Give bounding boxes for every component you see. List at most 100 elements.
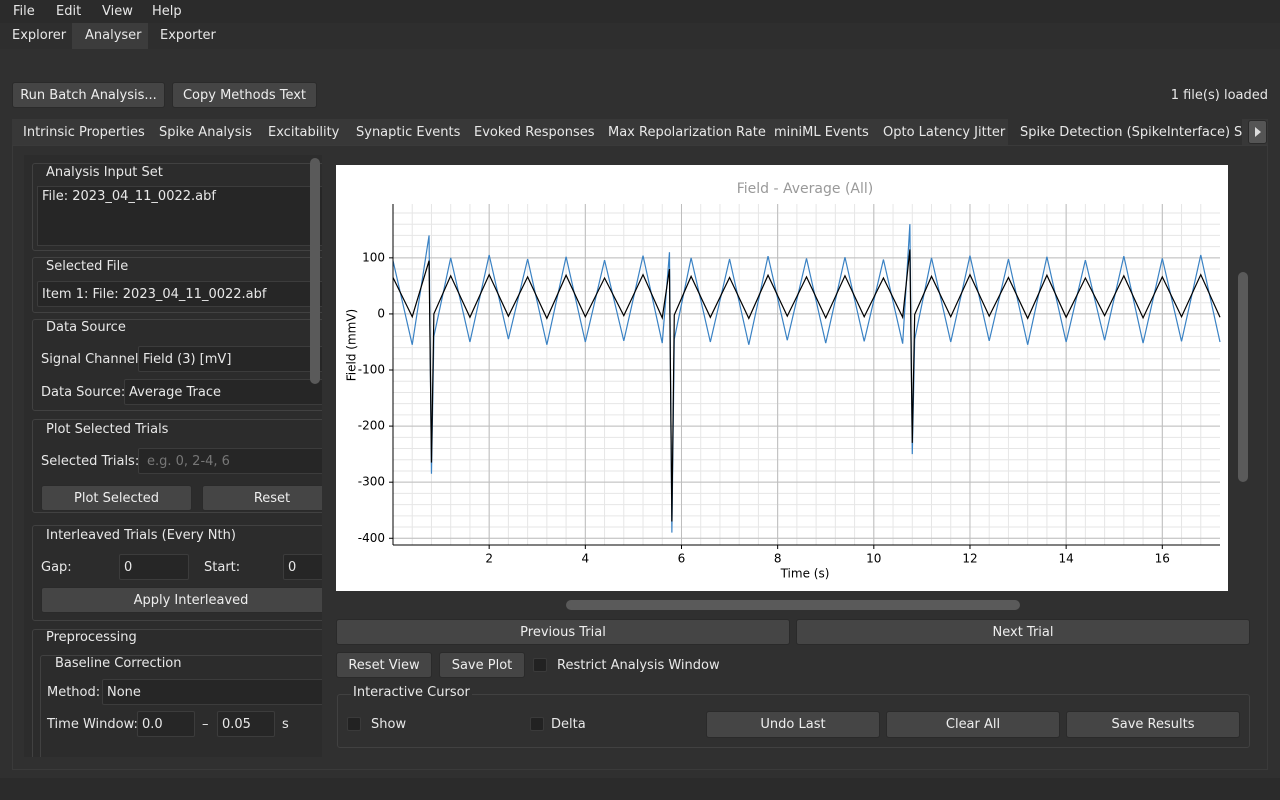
unit-label: s	[282, 717, 289, 732]
clear-all-button[interactable]: Clear All	[886, 711, 1060, 738]
delta-checkbox[interactable]	[530, 717, 544, 731]
plot-h-scrollbar[interactable]	[566, 600, 1020, 610]
x-tick-label: 4	[582, 552, 590, 566]
y-tick-label: -400	[358, 531, 385, 545]
show-checkbox[interactable]	[347, 717, 361, 731]
checkbox-label: Delta	[551, 717, 586, 732]
field-label: Signal Channel:	[41, 352, 143, 367]
menu-edit[interactable]: Edit	[56, 4, 82, 19]
x-axis-label: Time (s)	[780, 567, 830, 581]
y-tick-label: 0	[377, 306, 385, 320]
field-label: Gap:	[41, 560, 72, 575]
selected-file-field[interactable]: Item 1: File: 2023_04_11_0022.abf	[37, 281, 322, 307]
field-label: Start:	[204, 560, 241, 575]
plot-area: Field - Average (All) Time (s) Field (mm…	[336, 165, 1228, 591]
analysis-tab[interactable]: Max Repolarization Rate	[608, 124, 766, 140]
list-item[interactable]: File: 2023_04_11_0022.abf	[42, 189, 216, 204]
field-label: Time Window:	[47, 717, 138, 732]
preprocessing-group	[32, 629, 322, 757]
reset-view-button[interactable]: Reset View	[336, 652, 432, 678]
analysis-tab-active[interactable]: Spike Detection (SpikeInterface)	[1008, 119, 1243, 146]
x-tick-label: 10	[866, 552, 881, 566]
tab-analyser[interactable]: Analyser	[85, 28, 142, 43]
data-source-group	[32, 319, 322, 411]
menu-view[interactable]: View	[102, 4, 133, 19]
analysis-tab[interactable]: Opto Latency Jitter	[883, 124, 1006, 140]
group-title: Interactive Cursor	[351, 685, 472, 700]
plot-v-scrollbar[interactable]	[1238, 272, 1248, 482]
analysis-tab[interactable]: Synaptic Events	[356, 124, 461, 140]
analysis-tab[interactable]: Evoked Responses	[474, 124, 595, 140]
run-batch-button[interactable]: Run Batch Analysis...	[12, 82, 165, 108]
analysis-tab[interactable]: Intrinsic Properties	[23, 124, 145, 140]
input-set-group	[32, 163, 322, 251]
save-results-button[interactable]: Save Results	[1066, 711, 1240, 738]
reset-button[interactable]: Reset	[202, 485, 322, 511]
analysis-tab[interactable]: Excitability	[268, 124, 340, 140]
gap-spinbox[interactable]: 0	[119, 554, 189, 580]
x-tick-label: 16	[1155, 552, 1170, 566]
checkbox-label: Show	[371, 717, 407, 732]
method-select[interactable]: None	[102, 679, 322, 705]
undo-last-button[interactable]: Undo Last	[706, 711, 880, 738]
tab-explorer[interactable]: Explorer	[12, 28, 67, 43]
x-tick-label: 6	[678, 552, 686, 566]
analysis-tab[interactable]: S	[1234, 124, 1243, 140]
tab-exporter[interactable]: Exporter	[160, 28, 216, 43]
trace-line	[392, 249, 1221, 522]
window-end-input[interactable]: 0.05	[217, 711, 275, 737]
previous-trial-button[interactable]: Previous Trial	[336, 619, 790, 645]
x-tick-label: 12	[962, 552, 977, 566]
main-tab-bar: Explorer Analyser Exporter	[0, 23, 1280, 49]
data-source-select[interactable]: Average Trace	[124, 379, 322, 405]
left-panel: Analysis Input Set File: 2023_04_11_0022…	[24, 155, 322, 757]
group-title: Analysis Input Set	[46, 165, 163, 180]
group-title: Data Source	[46, 320, 126, 335]
menu-bar: File Edit View Help	[0, 0, 1280, 23]
group-title: Preprocessing	[46, 630, 137, 645]
apply-interleaved-button[interactable]: Apply Interleaved	[41, 587, 322, 613]
x-tick-label: 14	[1058, 552, 1073, 566]
group-title: Plot Selected Trials	[46, 422, 169, 437]
status-text: 1 file(s) loaded	[1170, 88, 1268, 103]
trace-line	[392, 224, 1221, 533]
y-tick-label: -300	[358, 475, 385, 489]
start-spinbox[interactable]: 0	[283, 554, 322, 580]
menu-file[interactable]: File	[13, 4, 35, 19]
arrow-icon	[1254, 127, 1261, 137]
group-title: Baseline Correction	[55, 656, 182, 671]
y-tick-label: 100	[362, 250, 385, 264]
y-axis-label: Field (mmV)	[345, 309, 359, 381]
field-label: Method:	[47, 685, 101, 700]
y-tick-label: -200	[358, 419, 385, 433]
plot-selected-button[interactable]: Plot Selected	[41, 485, 192, 511]
copy-methods-button[interactable]: Copy Methods Text	[172, 82, 317, 108]
field-label: Selected Trials:	[41, 454, 140, 469]
interleaved-group	[32, 525, 322, 621]
plot-trials-group	[32, 419, 322, 513]
x-tick-label: 2	[485, 552, 493, 566]
tab-scroll-right[interactable]	[1248, 120, 1267, 144]
group-title: Selected File	[46, 259, 129, 274]
content-frame	[12, 145, 1268, 770]
menu-help[interactable]: Help	[152, 4, 182, 19]
x-tick-label: 8	[774, 552, 782, 566]
field-label: Data Source:	[41, 385, 126, 400]
left-scrollbar[interactable]	[310, 158, 320, 384]
selected-trials-input[interactable]: e.g. 0, 2-4, 6	[138, 448, 322, 474]
next-trial-button[interactable]: Next Trial	[796, 619, 1250, 645]
tab-analyser-bg	[72, 23, 148, 49]
save-plot-button[interactable]: Save Plot	[439, 652, 525, 678]
signal-channel-select[interactable]: Field (3) [mV]	[138, 346, 322, 372]
status-bar	[0, 778, 1280, 800]
restrict-checkbox[interactable]	[533, 658, 547, 672]
group-title: Interleaved Trials (Every Nth)	[46, 528, 236, 543]
checkbox-label: Restrict Analysis Window	[557, 658, 720, 673]
window-start-input[interactable]: 0.0	[137, 711, 195, 737]
y-tick-label: -100	[358, 363, 385, 377]
analysis-tab[interactable]: miniML Events	[774, 124, 869, 140]
analysis-tab[interactable]: Spike Analysis	[159, 124, 252, 140]
chart-title: Field - Average (All)	[737, 181, 874, 197]
